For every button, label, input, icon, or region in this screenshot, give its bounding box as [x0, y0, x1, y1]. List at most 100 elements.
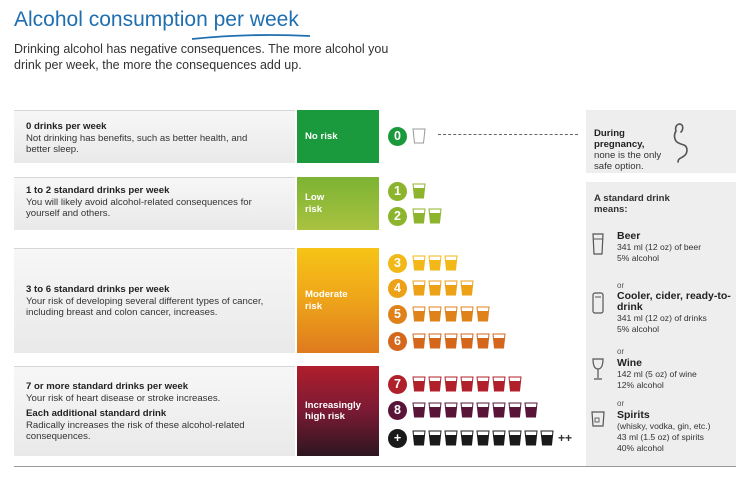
- wine-glass-icon: [592, 358, 604, 380]
- glass-icon: [412, 280, 426, 296]
- row-body: Your risk of developing several differen…: [26, 295, 264, 319]
- drink-row-2: 2: [388, 206, 444, 226]
- glass-icon: [412, 430, 426, 446]
- row-body: Not drinking has benefits, such as bette…: [26, 132, 248, 156]
- drink-row-6: 6: [388, 331, 508, 351]
- bottom-divider: [14, 466, 736, 467]
- row-background-0: [14, 110, 295, 163]
- standard-drink-heading: A standard drink means:: [594, 193, 670, 215]
- glass-icon: [412, 333, 426, 349]
- drink-row-1: 1: [388, 181, 428, 201]
- glass-icon: [492, 333, 506, 349]
- risk-label: No risk: [305, 130, 338, 142]
- beer-detail-abv: 5% alcohol: [617, 253, 660, 263]
- spirits-info: Spirits (whisky, vodka, gin, etc.) 43 ml…: [617, 410, 732, 454]
- drink-count-badge: 7: [388, 374, 407, 394]
- glass-icon: [508, 402, 522, 418]
- row-text-2: 3 to 6 standard drinks per week Your ris…: [26, 284, 291, 319]
- glass-icon: [524, 402, 538, 418]
- spirits-detail-type: (whisky, vodka, gin, etc.): [617, 421, 711, 431]
- glass-icon: [444, 402, 458, 418]
- glass-group: [412, 376, 524, 392]
- wine-info: Wine 142 ml (5 oz) of wine 12% alcohol: [617, 358, 732, 391]
- glass-icon: [460, 376, 474, 392]
- glass-icon: [524, 430, 538, 446]
- cooler-detail-abv: 5% alcohol: [617, 324, 660, 334]
- glass-icon: [428, 255, 442, 271]
- drink-count-badge: 0: [388, 126, 407, 146]
- glass-icon: [412, 376, 426, 392]
- drink-row-0: 0: [388, 126, 428, 146]
- pregnancy-body: none is the only safe option.: [594, 150, 662, 172]
- glass-icon: [428, 376, 442, 392]
- row-body: You will likely avoid alcohol-related co…: [26, 196, 252, 220]
- glass-icon: [444, 255, 458, 271]
- row-background-3: [14, 366, 295, 456]
- glass-group: [412, 128, 428, 144]
- glass-icon: [444, 333, 458, 349]
- glass-group: [412, 306, 492, 322]
- row-body-secondary: Radically increases the risk of these al…: [26, 419, 245, 443]
- drink-row-3: 3: [388, 253, 460, 273]
- glass-group: [412, 255, 460, 271]
- spirits-glass-icon: [591, 411, 605, 427]
- spirits-detail-volume: 43 ml (1.5 oz) of spirits: [617, 432, 704, 442]
- glass-icon: [476, 402, 490, 418]
- glass-group: [412, 280, 476, 296]
- drink-row-9: + ++: [388, 428, 572, 448]
- drink-count-badge: 3: [388, 253, 407, 273]
- pregnancy-heading: During pregnancy,: [594, 128, 645, 150]
- row-background-2: [14, 248, 295, 353]
- glass-icon: [476, 306, 490, 322]
- beer-glass-icon: [592, 233, 604, 255]
- row-heading: 1 to 2 standard drinks per week: [26, 185, 170, 196]
- row-body: Your risk of heart disease or stroke inc…: [26, 392, 221, 404]
- glass-icon: [412, 128, 426, 144]
- drink-count-badge: 8: [388, 400, 407, 420]
- glass-icon: [460, 306, 474, 322]
- row-heading: 7 or more standard drinks per week: [26, 381, 189, 392]
- glass-icon: [412, 183, 426, 199]
- risk-label-line2: risk: [305, 203, 323, 215]
- or-label: or: [617, 399, 625, 408]
- glass-icon: [460, 430, 474, 446]
- glass-icon: [492, 430, 506, 446]
- risk-label-line1: Increasingly: [305, 399, 361, 411]
- page-title: Alcohol consumption per week: [14, 8, 299, 31]
- glass-icon: [412, 255, 426, 271]
- drink-count-badge: 6: [388, 331, 407, 351]
- cooler-name: Cooler, cider, ready-to-drink: [617, 290, 731, 313]
- glass-icon: [476, 376, 490, 392]
- drink-count-badge: 1: [388, 181, 407, 201]
- row-text-1: 1 to 2 standard drinks per week You will…: [26, 185, 266, 220]
- glass-icon: [428, 306, 442, 322]
- drink-row-4: 4: [388, 278, 476, 298]
- glass-icon: [428, 333, 442, 349]
- beer-name: Beer: [617, 230, 641, 242]
- glass-group: [412, 208, 444, 224]
- glass-icon: [444, 376, 458, 392]
- drink-count-badge: 4: [388, 278, 407, 298]
- glass-icon: [492, 402, 506, 418]
- row-background-1: [14, 177, 295, 230]
- wine-detail-volume: 142 ml (5 oz) of wine: [617, 369, 697, 379]
- glass-icon: [428, 208, 442, 224]
- beer-info: Beer 341 ml (12 oz) of beer 5% alcohol: [617, 231, 732, 264]
- cooler-detail-volume: 341 ml (12 oz) of drinks: [617, 313, 707, 323]
- wine-detail-abv: 12% alcohol: [617, 380, 664, 390]
- glass-icon: [444, 280, 458, 296]
- glass-icon: [508, 376, 522, 392]
- drink-row-8: 8: [388, 400, 540, 420]
- row-text-3: 7 or more standard drinks per week Your …: [26, 381, 276, 443]
- drink-count-badge: 5: [388, 304, 407, 324]
- glass-group: [412, 333, 508, 349]
- glass-icon: [460, 280, 474, 296]
- pregnancy-text: During pregnancy, none is the only safe …: [594, 128, 669, 172]
- standard-drink-panel: [586, 182, 736, 466]
- glass-icon: [444, 430, 458, 446]
- more-drinks-suffix: ++: [558, 431, 573, 445]
- glass-icon: [508, 430, 522, 446]
- pregnant-woman-icon: [673, 123, 688, 163]
- glass-icon: [428, 430, 442, 446]
- glass-icon: [412, 306, 426, 322]
